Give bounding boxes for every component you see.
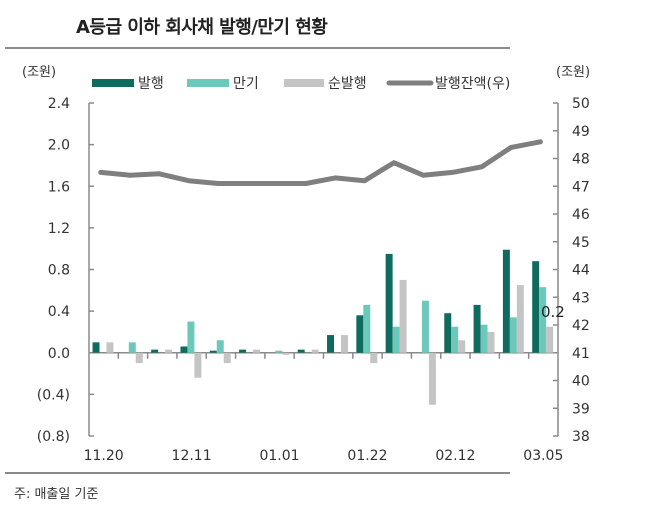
- bar-maturity: [392, 326, 400, 353]
- right-axis-unit: (조원): [556, 65, 590, 80]
- bar-net: [223, 352, 231, 364]
- right-tick-label: 47: [572, 179, 590, 195]
- top-divider: [5, 47, 510, 49]
- bar-issue: [297, 349, 305, 353]
- bar-issue: [180, 346, 188, 353]
- legend-label: 만기: [233, 76, 259, 92]
- bar-net: [194, 352, 202, 378]
- x-tick-label: 01.01: [259, 448, 299, 464]
- right-tick-label: 40: [572, 374, 590, 390]
- left-tick-label: (0.4): [37, 387, 70, 403]
- footnote: 주: 매출일 기준: [14, 487, 99, 502]
- bar-issue: [444, 313, 452, 353]
- bar-issue: [209, 350, 217, 353]
- right-tick-label: 45: [572, 235, 590, 251]
- bar-issue: [385, 253, 393, 353]
- balance-line: [98, 139, 543, 186]
- right-tick-label: 50: [572, 96, 590, 112]
- bar-net: [428, 352, 436, 405]
- right-tick-label: 49: [572, 124, 590, 140]
- bar-net: [487, 331, 495, 353]
- bar-maturity: [275, 350, 283, 353]
- legend-label: 발행잔액(우): [435, 76, 510, 92]
- bar-net: [165, 349, 173, 353]
- left-tick-label: 0.8: [48, 263, 70, 279]
- left-tick-label: 2.4: [48, 96, 70, 112]
- x-tick-label: 03.05: [523, 448, 563, 464]
- bar-net: [399, 279, 407, 353]
- left-tick-label: 0.0: [48, 346, 70, 362]
- left-tick-label: 1.6: [48, 179, 70, 195]
- left-tick-label: 1.2: [48, 221, 70, 237]
- left-axis-unit: (조원): [22, 65, 56, 80]
- bar-maturity: [128, 342, 136, 353]
- chart-title: A등급 이하 회사채 발행/만기 현황: [76, 17, 328, 38]
- bar-maturity: [363, 304, 371, 353]
- bar-net: [135, 352, 143, 364]
- bar-net: [458, 340, 466, 353]
- legend-swatch: [92, 79, 134, 87]
- right-tick-label: 44: [572, 263, 590, 279]
- bar-issue: [502, 249, 510, 353]
- legend-label: 발행: [138, 76, 164, 92]
- x-tick-label: 11.20: [84, 448, 124, 464]
- bar-issue: [356, 315, 364, 353]
- left-tick-label: (0.8): [37, 429, 70, 445]
- right-tick-label: 38: [572, 429, 590, 445]
- right-tick-label: 39: [572, 401, 590, 417]
- bar-issue: [92, 342, 100, 353]
- x-tick-label: 02.12: [435, 448, 475, 464]
- x-tick-label: 01.22: [347, 448, 387, 464]
- right-tick-label: 48: [572, 152, 590, 168]
- bar-maturity: [216, 340, 224, 353]
- right-tick-label: 42: [572, 318, 590, 334]
- bar-net: [370, 352, 378, 364]
- bottom-divider: [5, 472, 510, 474]
- bar-maturity: [187, 321, 195, 353]
- bar-maturity: [480, 324, 488, 353]
- annotation-label: 0.2: [541, 303, 565, 321]
- bar-net: [340, 335, 348, 353]
- bar-issue: [327, 335, 334, 353]
- right-tick-label: 43: [572, 290, 590, 306]
- legend-label: 순발행: [328, 76, 367, 92]
- bar-maturity: [421, 300, 429, 353]
- left-tick-label: 2.0: [48, 138, 70, 154]
- bar-net: [546, 326, 554, 353]
- bar-net: [516, 285, 524, 353]
- bar-issue: [532, 261, 540, 353]
- bar-net: [253, 349, 261, 353]
- bar-maturity: [539, 287, 547, 353]
- bar-issue: [473, 304, 481, 353]
- legend-swatch: [284, 79, 324, 87]
- bar-issue: [151, 349, 159, 353]
- bar-maturity: [509, 317, 517, 353]
- bar-net: [106, 342, 114, 353]
- legend-swatch: [187, 79, 229, 87]
- bar-net: [311, 349, 319, 353]
- right-tick-label: 41: [572, 346, 590, 362]
- bar-net: [282, 352, 290, 355]
- chart-plot: (조원) (조원) 발행 만기 순발행 발행잔액(우) 2.4 2.0 1.6 1.2 0.8 0.4…: [22, 65, 590, 464]
- bar-maturity: [451, 326, 459, 353]
- right-tick-label: 46: [572, 207, 590, 223]
- left-tick-label: 0.4: [48, 304, 70, 320]
- bar-issue: [239, 349, 247, 353]
- x-tick-label: 12.11: [172, 448, 212, 464]
